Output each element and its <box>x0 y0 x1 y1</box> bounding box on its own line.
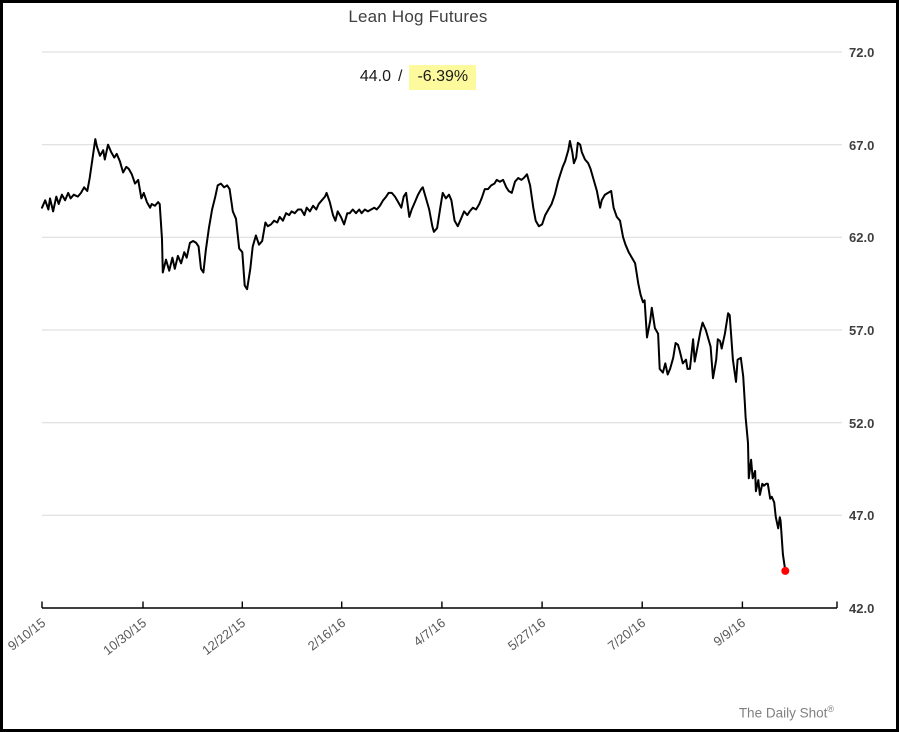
annotation-separator: / <box>397 68 403 85</box>
y-axis-tick-label: 72.0 <box>849 45 875 60</box>
percent-change-badge: -6.39% <box>409 65 477 90</box>
last-price-annotation: 44.0 / -6.39% <box>3 65 833 90</box>
last-price-marker <box>781 566 790 575</box>
y-axis-tick-label: 42.0 <box>849 601 875 616</box>
y-axis-tick-label: 57.0 <box>849 323 875 338</box>
registered-mark: ® <box>827 704 834 714</box>
y-axis-tick-label: 67.0 <box>849 137 875 153</box>
y-axis-tick-label: 62.0 <box>849 230 875 246</box>
chart-title: Lean Hog Futures <box>348 7 488 26</box>
attribution-name: The Daily Shot <box>738 705 828 721</box>
y-axis-tick-label: 52.0 <box>849 415 875 431</box>
y-axis-tick-label: 47.0 <box>849 508 875 524</box>
attribution-text: The Daily Shot® <box>739 704 834 721</box>
last-value-label: 44.0 <box>359 68 391 85</box>
price-line <box>41 138 787 572</box>
